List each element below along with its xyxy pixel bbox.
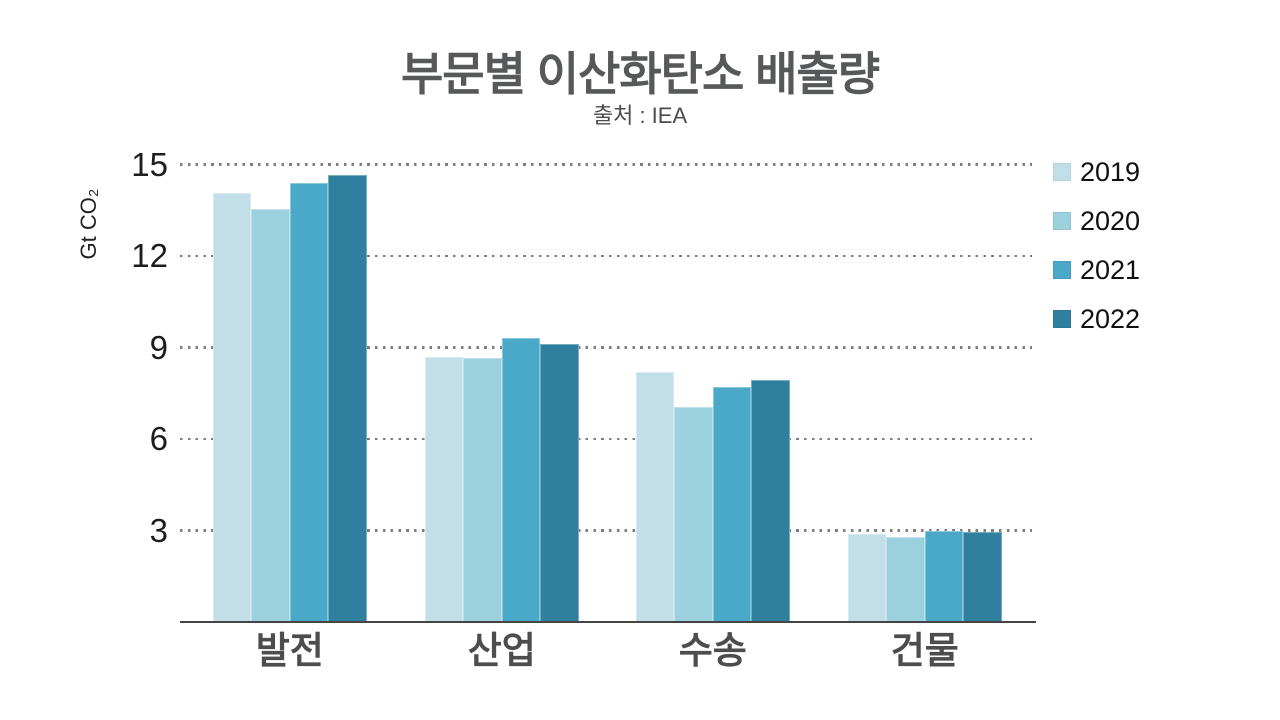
gridline-6: [180, 437, 1032, 441]
bar-group1-2022: [328, 175, 367, 622]
bar-group1-2020: [251, 208, 290, 622]
x-category-label-4: 건물: [890, 630, 959, 671]
gridline-3: [180, 529, 1032, 532]
legend-swatch-2019: [1053, 163, 1071, 181]
legend-swatch-2022: [1053, 310, 1071, 328]
x-category-label-3: 수송: [678, 630, 747, 671]
x-category-label-2: 산업: [467, 630, 536, 671]
bar-group4-2021: [924, 530, 964, 622]
y-axis-label: Gt CO₂: [76, 188, 101, 260]
legend-label-2019: 2019: [1080, 157, 1141, 187]
bar-group2-2020: [463, 358, 502, 622]
legend-label-2020: 2020: [1080, 206, 1141, 236]
bar-group3-2022: [751, 379, 790, 622]
legend-item-2020: 2020: [1053, 206, 1141, 236]
bar-group4-2020: [886, 536, 925, 622]
y-tick-15: 15: [131, 145, 168, 183]
legend-item-2022: 2022: [1053, 304, 1141, 334]
bar-group3-2019: [636, 371, 675, 622]
bar-group2-2019: [425, 356, 464, 622]
legend-swatch-2021: [1053, 261, 1071, 279]
bar-group2-2021: [501, 338, 541, 622]
gridline-15: [180, 163, 1032, 166]
x-category-label-1: 발전: [255, 630, 324, 671]
y-tick-6: 6: [149, 420, 168, 457]
bar-group1-2019: [213, 193, 252, 622]
gridline-12: [180, 254, 1032, 258]
chart-subtitle: 출처 : IEA: [592, 103, 688, 128]
legend-item-2019: 2019: [1053, 157, 1141, 187]
gridline-9: [180, 346, 1032, 349]
bar-group2-2022: [540, 344, 579, 622]
bar-group1-2021: [289, 182, 329, 622]
legend-label-2021: 2021: [1080, 255, 1141, 285]
bar-group3-2020: [674, 406, 713, 622]
legend: 2019 2020 2021 2022: [1053, 157, 1141, 334]
bar-group4-2019: [848, 533, 887, 622]
legend-swatch-2020: [1053, 212, 1071, 230]
chart-title: 부문별 이산화탄소 배출량: [400, 48, 880, 100]
bar-group3-2021: [712, 387, 752, 622]
legend-item-2021: 2021: [1053, 255, 1141, 285]
legend-label-2022: 2022: [1080, 304, 1141, 334]
x-axis-line: [180, 620, 1036, 623]
y-tick-9: 9: [149, 328, 168, 366]
y-tick-3: 3: [149, 511, 168, 549]
bar-group4-2022: [963, 532, 1002, 622]
